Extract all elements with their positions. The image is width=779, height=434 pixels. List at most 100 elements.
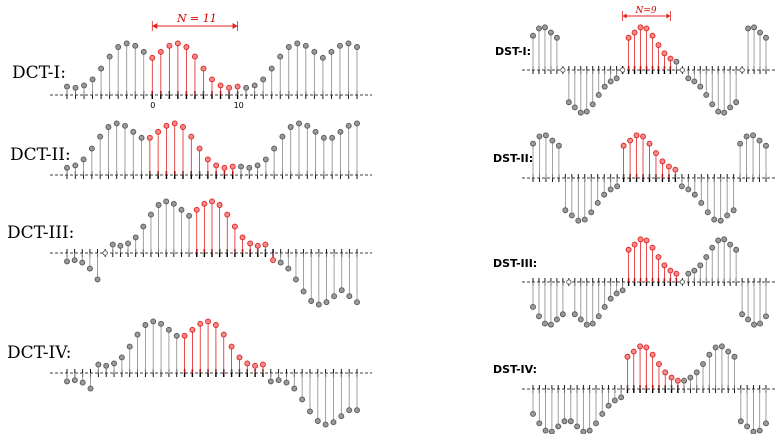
sample-point xyxy=(277,53,284,60)
sample-point xyxy=(655,42,662,48)
sample-point xyxy=(314,418,321,424)
sample-point xyxy=(541,320,548,327)
sample-point xyxy=(174,40,181,47)
zero-sample-point xyxy=(560,67,566,73)
sample-point xyxy=(271,145,278,152)
sample-point xyxy=(691,267,698,274)
sample-point xyxy=(319,54,326,61)
sample-point xyxy=(178,206,185,213)
dst-2-panel: DST-II: xyxy=(493,132,776,224)
sample-point xyxy=(296,120,302,127)
sample-point xyxy=(123,40,130,47)
sample-point xyxy=(673,58,680,65)
sample-point xyxy=(643,25,650,32)
sample-point xyxy=(530,32,536,39)
sample-point xyxy=(739,311,746,318)
sample-point xyxy=(132,42,139,49)
sample-point xyxy=(254,162,261,169)
sample-point xyxy=(607,186,614,193)
sample-point xyxy=(574,423,581,430)
zero-sample-point xyxy=(566,279,572,285)
sample-point xyxy=(678,183,685,190)
sample-point xyxy=(744,423,751,430)
sample-point xyxy=(631,29,638,36)
sample-point xyxy=(113,120,120,127)
sample-point xyxy=(685,75,692,82)
sample-point xyxy=(685,270,692,277)
sample-point xyxy=(132,234,139,241)
sample-point xyxy=(72,84,79,91)
sample-point xyxy=(125,240,132,247)
sample-point xyxy=(625,34,632,41)
sample-point xyxy=(234,83,241,90)
sample-point xyxy=(72,162,79,169)
sample-point xyxy=(763,34,769,41)
sample-point xyxy=(577,316,584,323)
sample-point xyxy=(536,420,543,427)
sample-point xyxy=(354,299,360,306)
sample-point xyxy=(571,104,578,111)
sample-point xyxy=(115,44,122,50)
sample-point xyxy=(285,265,292,272)
sample-point xyxy=(216,202,223,208)
span-arrowhead-left xyxy=(622,13,627,19)
sample-point xyxy=(649,32,656,39)
sample-point xyxy=(625,246,632,253)
sample-point xyxy=(599,411,606,417)
sample-point xyxy=(130,128,137,135)
sample-point xyxy=(589,320,596,327)
sample-point xyxy=(595,313,602,320)
sample-point xyxy=(698,200,705,206)
sample-point xyxy=(87,385,94,392)
sample-point xyxy=(283,379,290,386)
dst-3-panel: DST-III: xyxy=(493,236,776,328)
sample-point xyxy=(103,362,110,369)
sample-point xyxy=(646,140,653,147)
sample-point xyxy=(345,122,352,129)
dct-3-panel-label: DCT-III: xyxy=(7,223,74,243)
sample-point xyxy=(588,209,595,216)
sample-point xyxy=(299,396,306,403)
sample-point xyxy=(691,78,698,85)
sample-point xyxy=(530,304,536,310)
dct-2-panel-label: DCT-II: xyxy=(10,145,71,165)
sample-point xyxy=(270,257,277,264)
sample-point xyxy=(238,163,244,170)
sample-point xyxy=(94,276,101,283)
sample-point xyxy=(262,241,269,248)
sample-point xyxy=(71,377,78,384)
sample-point xyxy=(709,101,716,108)
sample-point xyxy=(681,377,688,384)
sample-point xyxy=(228,343,235,350)
zero-sample-point xyxy=(739,67,745,73)
sample-point xyxy=(662,369,669,376)
sample-point xyxy=(727,104,734,111)
sample-point xyxy=(633,132,640,139)
sample-point xyxy=(259,361,266,368)
sample-point xyxy=(346,293,353,300)
sample-point xyxy=(267,378,274,385)
sample-point xyxy=(721,109,728,116)
sample-point xyxy=(649,244,656,251)
sample-point xyxy=(268,65,275,72)
sample-point xyxy=(98,65,105,72)
sample-point xyxy=(757,320,763,327)
sample-point xyxy=(583,108,590,115)
sample-point xyxy=(180,124,186,130)
sample-point xyxy=(595,92,602,98)
sample-point xyxy=(117,242,124,249)
sample-point xyxy=(275,377,282,384)
sample-point xyxy=(105,124,112,130)
sample-point xyxy=(173,332,180,339)
sample-point xyxy=(354,44,360,50)
sample-point xyxy=(80,156,87,163)
sample-point xyxy=(193,206,200,213)
sample-point xyxy=(541,24,548,31)
sample-point xyxy=(730,207,737,214)
sample-point xyxy=(594,200,601,206)
sample-point xyxy=(345,40,352,47)
sample-point xyxy=(756,137,763,144)
sample-point xyxy=(725,348,732,355)
sample-point xyxy=(733,99,740,106)
